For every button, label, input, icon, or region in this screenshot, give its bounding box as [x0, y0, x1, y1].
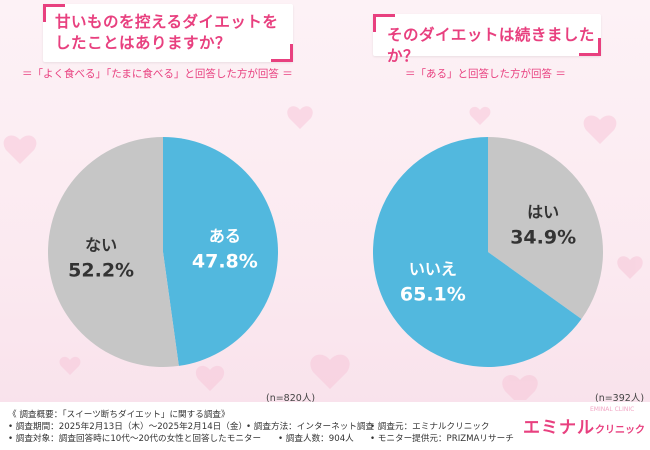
pie-chart-left: ある 47.8% ない 52.2% [48, 137, 279, 367]
pie-chart-right: はい 34.9% いいえ 65.1% [373, 137, 603, 367]
logo: エミナルクリニック [523, 413, 645, 438]
survey-target: • 調査対象：調査回答時に10代〜20代の女性と回答したモニター [8, 434, 262, 444]
subtitle: ＝「よく食べる」「たまに食べる」と回答した方が回答 ＝ [22, 68, 293, 80]
logo-main: エミナル [523, 418, 595, 438]
slice-value: 34.9% [510, 227, 576, 249]
question-text: 甘いものを控えるダイエットを したことはありますか？ [55, 12, 278, 54]
subtitle: ＝「ある」と回答した方が回答 ＝ [405, 68, 566, 80]
survey-method: • 調査方法：インターネット調査 [246, 422, 375, 432]
slice-value: 52.2% [68, 259, 134, 281]
slice-label: はい [527, 203, 559, 222]
question-line-1: 甘いものを控えるダイエットを [55, 13, 279, 31]
survey-provider: • モニター提供元：PRIZMAリサーチ [370, 434, 514, 444]
right-panel: そのダイエットは続きましたか？ ＝「ある」と回答した方が回答 ＝ はい 34.9%… [325, 0, 650, 404]
question-box: そのダイエットは続きましたか？ [373, 14, 601, 65]
question-box: 甘いものを控えるダイエットを したことはありますか？ [43, 4, 293, 62]
footer: 《 調査概要：「スイーツ断ちダイエット」に関する調査》 • 調査期間：2025年… [0, 402, 650, 450]
logo-subtext: EMINAL CLINIC [590, 406, 635, 413]
slice-label: ある [209, 227, 241, 246]
logo-small: クリニック [595, 425, 645, 436]
question-line-2: したことはありますか？ [55, 34, 232, 52]
pie-slice [488, 137, 603, 320]
sample-size: (n=820人) [266, 393, 316, 404]
slice-label: ない [85, 235, 117, 254]
sample-size: (n=392人) [595, 393, 645, 404]
slice-value: 47.8% [192, 251, 258, 273]
question-text: そのダイエットは続きましたか？ [387, 26, 595, 65]
pie-slice [163, 137, 279, 366]
survey-title: 《 調査概要：「スイーツ断ちダイエット」に関する調査》 [8, 410, 230, 420]
survey-source: • 調査元：エミナルクリニック [370, 422, 490, 432]
pie-slice [48, 137, 179, 367]
slice-label: いいえ [409, 259, 457, 278]
pie-slice [373, 137, 582, 367]
heart-background [3, 106, 643, 400]
survey-count: • 調査人数：904人 [278, 434, 354, 444]
slice-value: 65.1% [400, 283, 466, 305]
survey-period: • 調査期間：2025年2月13日（木）〜2025年2月14日（金） [8, 422, 248, 432]
left-panel: 甘いものを控えるダイエットを したことはありますか？ ＝「よく食べる」「たまに食… [0, 0, 325, 404]
